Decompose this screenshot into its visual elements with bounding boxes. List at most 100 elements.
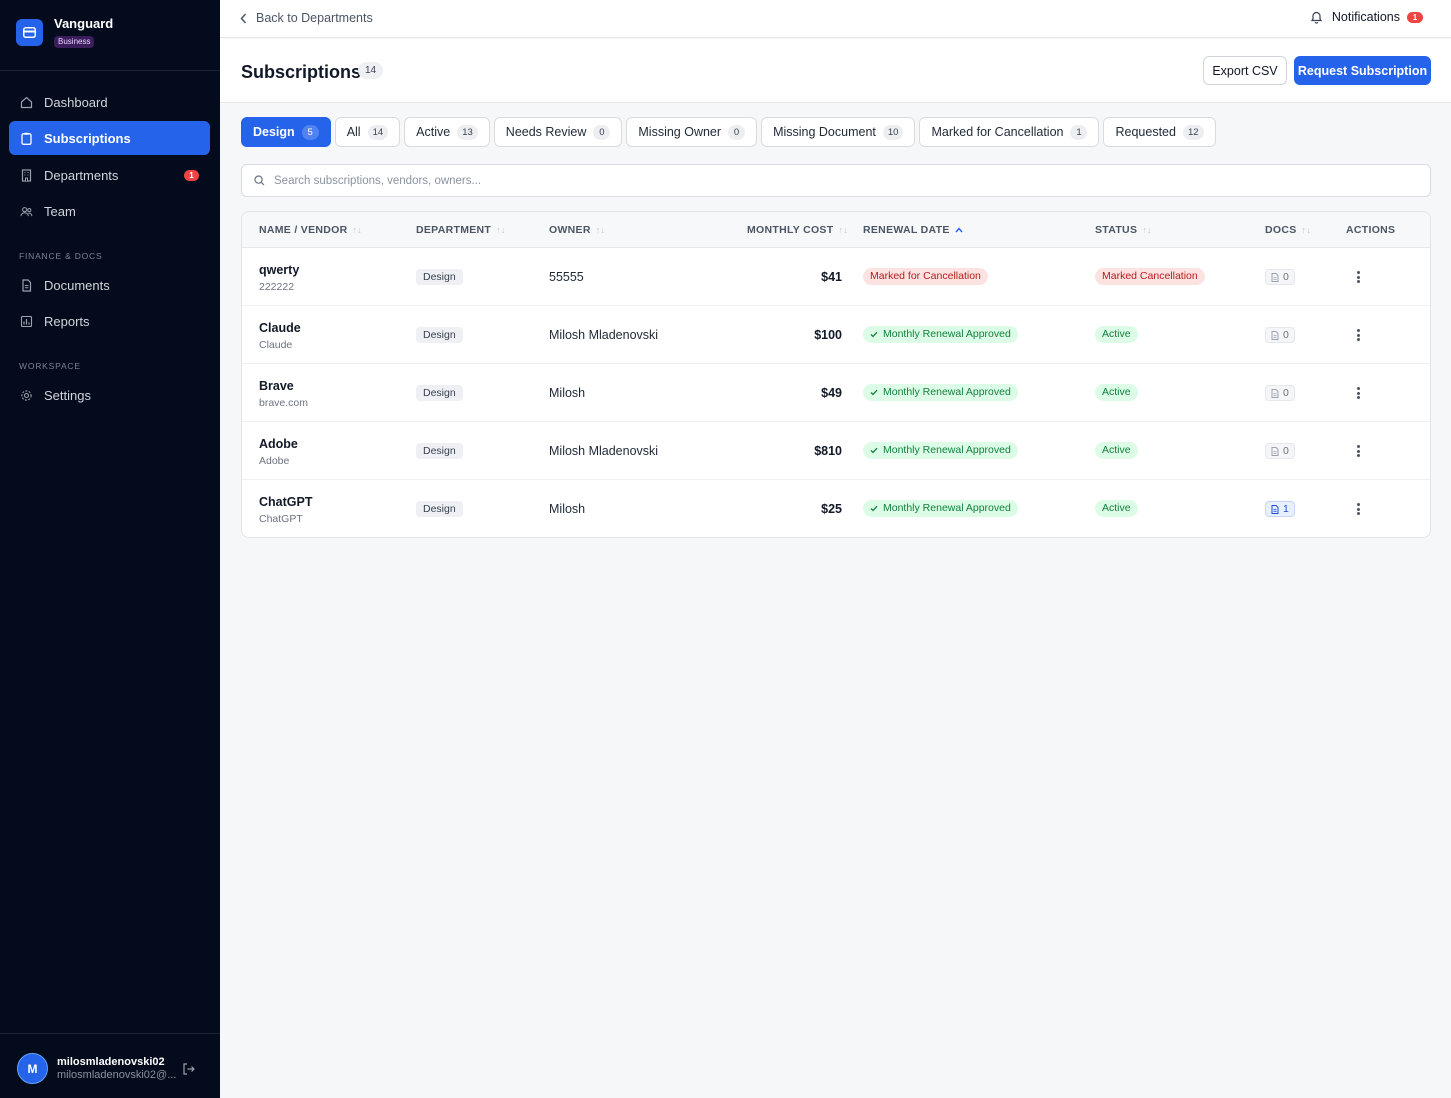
search-input[interactable] [274,174,1374,187]
owner-name: 55555 [549,270,584,284]
column-header-monthly-cost[interactable]: MONTHLY COST ↑↓ [747,224,848,236]
owner-name: Milosh [549,386,586,400]
tab-missing-document[interactable]: Missing Document 10 [761,117,916,147]
tab-count: 1 [1070,124,1088,140]
filter-tabs: Design 5 All 14 Active 13 Needs Review 0 Mis… [241,117,1220,147]
notifications-button[interactable]: Notifications 1 [1310,10,1423,24]
check-icon [870,331,878,338]
sidebar-item-departments[interactable]: Departments 1 [9,158,210,192]
table-header: NAME / VENDOR ↑↓ DEPARTMENT ↑↓ OWNER ↑↓ MON… [242,212,1430,248]
tab-missing-owner[interactable]: Missing Owner 0 [626,117,758,147]
table-row[interactable]: Brave brave.com Design Milosh $49 Monthl… [242,364,1430,422]
sidebar-divider [0,1033,220,1034]
table-row[interactable]: Claude Claude Design Milosh Mladenovski … [242,306,1430,364]
back-to-departments-link[interactable]: Back to Departments [240,11,373,25]
column-header-actions: ACTIONS [1346,224,1395,236]
more-actions-icon[interactable] [1355,501,1361,517]
file-icon [1271,504,1279,514]
column-label: OWNER [549,224,591,236]
docs-count-button[interactable]: 0 [1265,269,1295,285]
docs-count-button[interactable]: 1 [1265,501,1295,517]
more-actions-icon[interactable] [1355,443,1361,459]
more-actions-icon[interactable] [1355,269,1361,285]
status-badge: Active [1095,442,1138,459]
sidebar-item-label: Reports [44,313,90,329]
sidebar-divider [0,70,220,71]
docs-count: 0 [1283,329,1289,341]
bar-chart-icon [20,315,33,328]
vendor-name: Claude [259,339,293,351]
status-badge: Marked Cancellation [1095,268,1205,285]
sidebar-item-label: Departments [44,167,119,183]
sidebar-item-documents[interactable]: Documents [9,268,210,302]
wallet-icon [16,19,43,46]
file-icon [1271,388,1279,398]
sidebar-item-team[interactable]: Team [9,194,210,228]
department-tag: Design [416,443,463,459]
column-header-status[interactable]: STATUS ↑↓ [1095,224,1152,236]
department-tag: Design [416,269,463,285]
brand-name: Vanguard [54,16,114,31]
table-row[interactable]: qwerty 222222 Design 55555 $41 Marked fo… [242,248,1430,306]
sidebar-item-label: Team [44,203,76,219]
column-header-renewal-date[interactable]: RENEWAL DATE [863,224,963,236]
sidebar-item-settings[interactable]: Settings [9,378,210,412]
tab-needs-review[interactable]: Needs Review 0 [493,117,623,147]
sort-ascending-icon [955,224,963,236]
table-row[interactable]: ChatGPT ChatGPT Design Milosh $25 Monthl… [242,480,1430,537]
home-icon [20,96,33,109]
renewal-label: Monthly Renewal Approved [883,444,1011,456]
column-header-docs[interactable]: DOCS ↑↓ [1265,224,1311,236]
column-label: DEPARTMENT [416,224,492,236]
export-csv-button[interactable]: Export CSV [1203,56,1287,85]
renewal-status-badge: Monthly Renewal Approved [863,384,1018,401]
sidebar-item-dashboard[interactable]: Dashboard [9,85,210,119]
avatar: M [17,1053,48,1084]
status-badge: Active [1095,384,1138,401]
document-icon [20,278,33,292]
subscription-name[interactable]: ChatGPT [259,495,313,509]
brand[interactable]: Vanguard Business [16,17,113,48]
sidebar-item-reports[interactable]: Reports [9,304,210,338]
docs-count: 0 [1283,387,1289,399]
tab-label: All [346,125,361,139]
column-header-name-vendor[interactable]: NAME / VENDOR ↑↓ [259,224,362,236]
logout-icon[interactable] [182,1063,195,1078]
column-header-department[interactable]: DEPARTMENT ↑↓ [416,224,506,236]
subscription-name[interactable]: Claude [259,321,301,335]
owner-name: Milosh [549,502,586,516]
file-icon [1271,272,1279,282]
building-icon [20,168,33,182]
department-tag: Design [416,501,463,517]
tab-marked-for-cancellation[interactable]: Marked for Cancellation 1 [919,117,1100,147]
subscription-name[interactable]: Adobe [259,437,298,451]
renewal-label: Monthly Renewal Approved [883,328,1011,340]
column-header-owner[interactable]: OWNER ↑↓ [549,224,605,236]
request-subscription-button[interactable]: Request Subscription [1294,56,1431,85]
column-label: NAME / VENDOR [259,224,348,236]
tab-requested[interactable]: Requested 12 [1103,117,1216,147]
renewal-status-badge: Monthly Renewal Approved [863,326,1018,343]
more-actions-icon[interactable] [1355,327,1361,343]
status-badge: Active [1095,326,1138,343]
tab-active[interactable]: Active 13 [404,117,490,147]
renewal-status-badge: Monthly Renewal Approved [863,500,1018,517]
docs-count-button[interactable]: 0 [1265,443,1295,459]
user-profile[interactable]: M milosmladenovski02 milosmladenovski02@… [17,1053,176,1084]
tab-design[interactable]: Design 5 [241,117,331,147]
table-row[interactable]: Adobe Adobe Design Milosh Mladenovski $8… [242,422,1430,480]
tab-label: Missing Document [773,125,876,139]
tab-all[interactable]: All 14 [334,117,401,147]
vendor-name: Adobe [259,455,290,467]
more-actions-icon[interactable] [1355,385,1361,401]
subscription-name[interactable]: qwerty [259,263,300,277]
docs-count-button[interactable]: 0 [1265,327,1295,343]
tab-label: Active [416,125,451,139]
docs-count-button[interactable]: 0 [1265,385,1295,401]
back-label: Back to Departments [256,11,373,25]
vendor-name: brave.com [259,397,309,409]
sidebar-item-subscriptions[interactable]: Subscriptions [9,121,210,155]
subscription-name[interactable]: Brave [259,379,294,393]
file-icon [1271,330,1279,340]
sort-icon: ↑↓ [1301,225,1312,235]
